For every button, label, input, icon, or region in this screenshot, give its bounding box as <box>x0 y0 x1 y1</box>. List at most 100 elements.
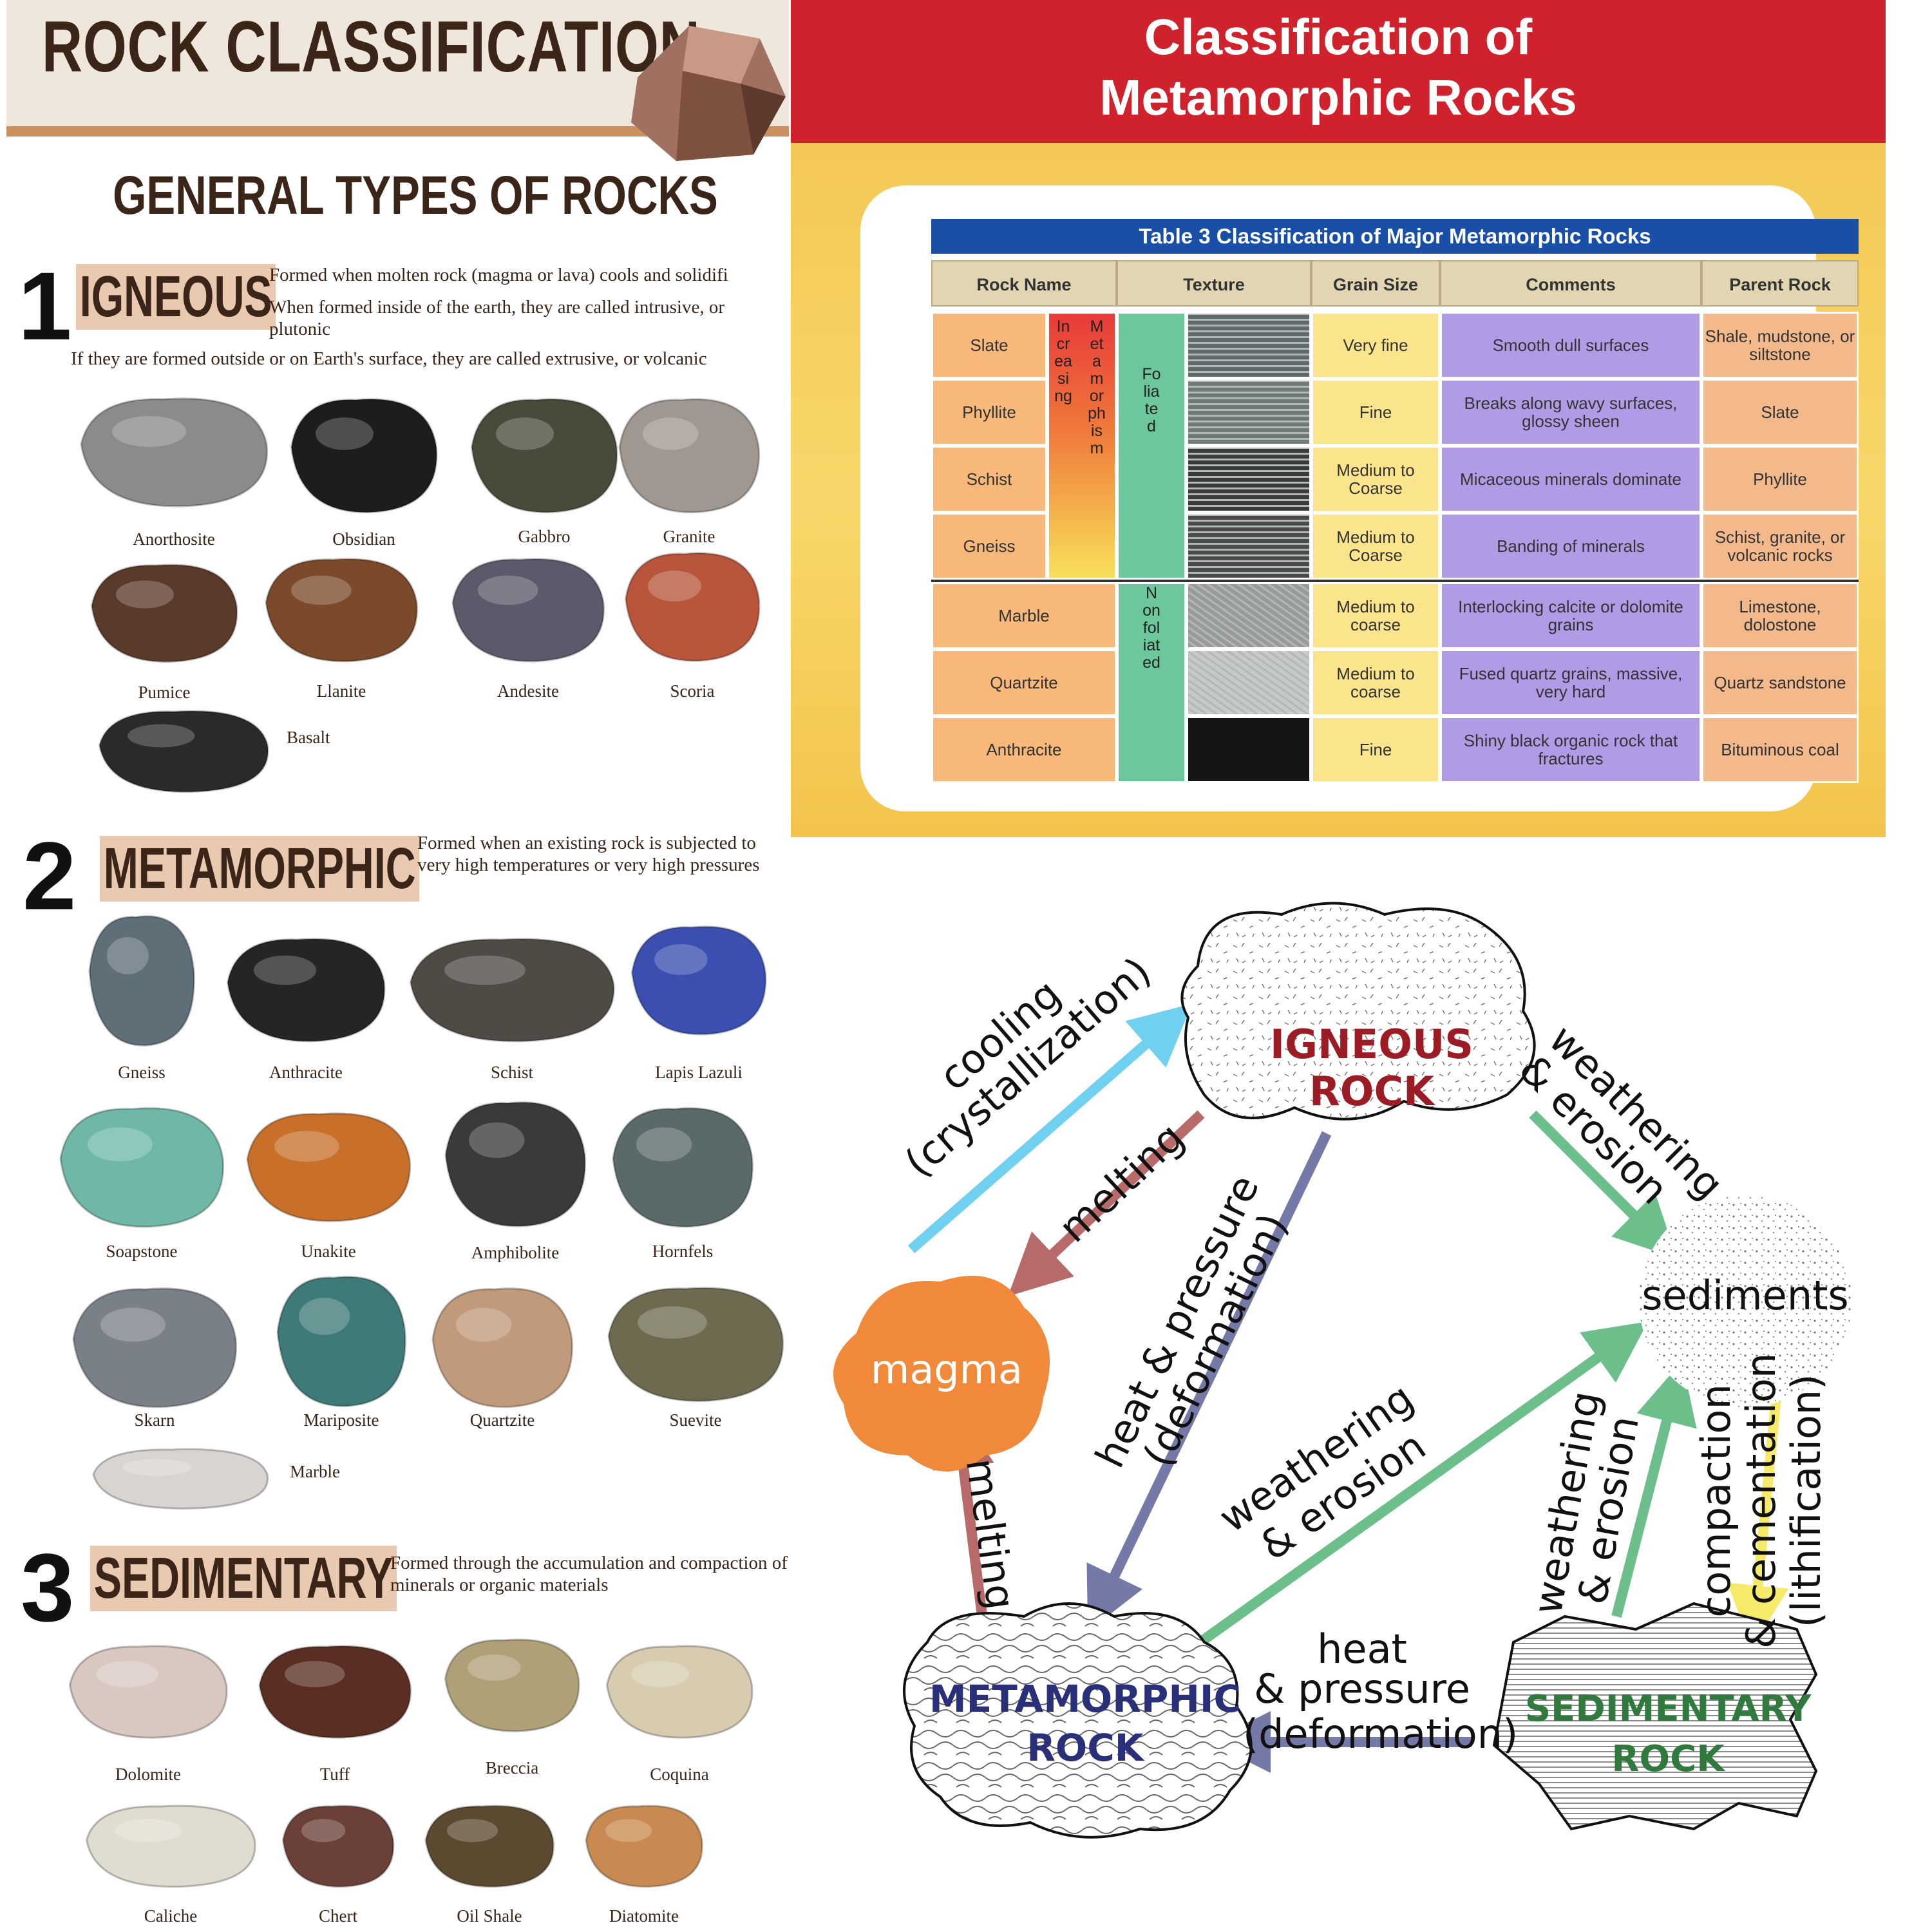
rock-card-skarn: Skarn <box>64 1275 245 1417</box>
col-header-grain-size: Grain Size <box>1311 260 1440 307</box>
rock-card-oil-shale: Oil Shale <box>419 1797 560 1893</box>
rock-caption-andesite: Andesite <box>444 681 612 701</box>
metamorphic-label-line-2: ROCK <box>921 1723 1249 1772</box>
rock-card-hornfels: Hornfels <box>605 1095 760 1236</box>
rock-image-caliche <box>77 1797 264 1893</box>
rock-card-gneiss: Gneiss <box>84 902 200 1056</box>
rock-caption-mariposite: Mariposite <box>270 1410 412 1430</box>
nonfoliated-label: Nonfoliated <box>1142 585 1161 672</box>
comments-cell: Shiny black organic rock that fractures <box>1440 716 1701 783</box>
texture-swatch <box>1186 649 1311 716</box>
foliated-band <box>1117 312 1186 580</box>
rock-card-anthracite: Anthracite <box>219 927 393 1050</box>
rock-caption-breccia: Breccia <box>438 1758 586 1778</box>
rock-image-soapstone <box>52 1095 232 1236</box>
rock-name-cell: Marble <box>931 582 1117 649</box>
rock-caption-lapis-lazuli: Lapis Lazuli <box>625 1063 773 1083</box>
rock-name-cell: Quartzite <box>931 649 1117 716</box>
grain-size-cell: Very fine <box>1311 312 1440 379</box>
rock-caption-obsidian: Obsidian <box>283 529 444 549</box>
igneous-desc-1: Formed when molten rock (magma or lava) … <box>269 264 791 286</box>
rock-caption-tuff: Tuff <box>251 1765 419 1785</box>
sediments-label: sediments <box>1636 1272 1855 1319</box>
rock-image-schist <box>399 927 625 1050</box>
rock-card-gabbro: Gabbro <box>464 386 625 522</box>
rock-name-cell: Anthracite <box>931 716 1117 783</box>
rock-card-dolomite: Dolomite <box>61 1636 235 1745</box>
rock-image-anorthosite <box>71 386 277 515</box>
rock-caption-gabbro: Gabbro <box>464 527 625 547</box>
rock-card-mariposite: Mariposite <box>270 1262 412 1417</box>
rock-card-chert: Chert <box>277 1797 399 1893</box>
increasing-label: Increasing <box>1054 318 1073 405</box>
section-number-3: 3 <box>21 1539 74 1636</box>
rock-caption-skarn: Skarn <box>64 1410 245 1430</box>
rock-card-coquina: Coquina <box>599 1636 760 1745</box>
rock-image-dolomite <box>61 1636 235 1745</box>
rock-image-suevite <box>599 1275 792 1410</box>
grain-size-cell: Fine <box>1311 379 1440 446</box>
rock-caption-schist: Schist <box>399 1063 625 1083</box>
poster-title: ROCK CLASSIFICATION <box>42 5 701 88</box>
rock-card-marble: Marble <box>84 1443 277 1513</box>
rock-image-gabbro <box>464 386 625 522</box>
grain-size-cell: Medium to Coarse <box>1311 446 1440 513</box>
section-number-1: 1 <box>18 258 71 354</box>
rock-card-llanite: Llanite <box>258 547 425 670</box>
rock-card-scoria: Scoria <box>618 541 766 670</box>
label-compaction: compaction & cementation (lithification) <box>1694 1353 1829 1649</box>
rock-card-soapstone: Soapstone <box>52 1095 232 1236</box>
rock-image-llanite <box>258 547 425 670</box>
rock-caption-marble: Marble <box>290 1462 340 1482</box>
rock-image-pumice <box>84 554 245 670</box>
rock-card-anorthosite: Anorthosite <box>71 386 277 515</box>
rock-card-granite: Granite <box>612 386 766 522</box>
col-header-texture: Texture <box>1117 260 1311 307</box>
rock-image-skarn <box>64 1275 245 1417</box>
rock-image-anthracite <box>219 927 393 1050</box>
rock-caption-diatomite: Diatomite <box>580 1906 708 1926</box>
label-compaction-line-2: & cementation <box>1739 1353 1784 1649</box>
col-header-rock-name: Rock Name <box>931 260 1117 307</box>
rock-image-breccia <box>438 1629 586 1739</box>
parent-rock-cell: Bituminous coal <box>1701 716 1859 783</box>
col-header-comments: Comments <box>1440 260 1701 307</box>
metamorphic-classification-panel: Classification of Metamorphic Rocks Tabl… <box>791 0 1886 837</box>
parent-rock-cell: Slate <box>1701 379 1859 446</box>
rock-caption-basalt: Basalt <box>287 728 330 748</box>
metamorphism-label: Metamorphism <box>1087 318 1106 457</box>
rock-image-gneiss <box>84 902 200 1056</box>
grain-size-cell: Medium to coarse <box>1311 649 1440 716</box>
rock-classification-poster: ROCK CLASSIFICATION GENERAL TYPES OF ROC… <box>0 0 792 1932</box>
rock-card-basalt: Basalt <box>90 702 277 799</box>
rock-card-diatomite: Diatomite <box>580 1797 708 1893</box>
rock-image-diatomite <box>580 1797 708 1893</box>
panel-header-line-2: Metamorphic Rocks <box>791 67 1886 128</box>
rock-card-pumice: Pumice <box>84 554 245 670</box>
rock-caption-oil-shale: Oil Shale <box>419 1906 560 1926</box>
banner-rock-illustration <box>612 0 792 167</box>
rock-caption-llanite: Llanite <box>258 681 425 701</box>
rock-name-cell: Gneiss <box>931 513 1047 580</box>
sedimentary-label-line-2: ROCK <box>1513 1734 1823 1785</box>
rock-image-scoria <box>618 541 766 670</box>
texture-swatch <box>1186 312 1311 379</box>
rock-image-quartzite <box>425 1275 580 1417</box>
grain-size-cell: Fine <box>1311 716 1440 783</box>
metamorphic-rock-label: METAMORPHIC ROCK <box>921 1674 1249 1772</box>
rock-caption-caliche: Caliche <box>77 1906 264 1926</box>
rock-card-lapis-lazuli: Lapis Lazuli <box>625 914 773 1043</box>
foliated-divider <box>931 580 1859 582</box>
magma-label: magma <box>837 1346 1056 1393</box>
sedimentary-rock-label: SEDIMENTARY ROCK <box>1513 1684 1823 1785</box>
rock-card-schist: Schist <box>399 927 625 1050</box>
texture-swatch <box>1186 716 1311 783</box>
parent-rock-cell: Limestone, dolostone <box>1701 582 1859 649</box>
rock-caption-pumice: Pumice <box>84 683 245 703</box>
rock-card-suevite: Suevite <box>599 1275 792 1410</box>
parent-rock-cell: Phyllite <box>1701 446 1859 513</box>
parent-rock-cell: Shale, mudstone, or siltstone <box>1701 312 1859 379</box>
rock-card-breccia: Breccia <box>438 1629 586 1739</box>
parent-rock-cell: Schist, granite, or volcanic rocks <box>1701 513 1859 580</box>
grain-size-cell: Medium to coarse <box>1311 582 1440 649</box>
